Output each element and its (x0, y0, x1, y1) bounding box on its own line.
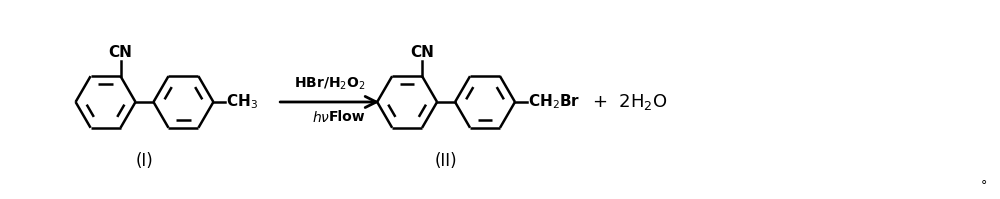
Text: CH$_3$: CH$_3$ (226, 93, 258, 111)
Text: CN: CN (109, 45, 132, 60)
Text: Flow: Flow (329, 110, 365, 124)
Text: HBr/H$_2$O$_2$: HBr/H$_2$O$_2$ (294, 76, 366, 92)
Text: (II): (II) (435, 152, 457, 170)
Text: °: ° (981, 179, 987, 192)
Text: (I): (I) (136, 152, 153, 170)
Text: $h\nu$: $h\nu$ (312, 110, 330, 125)
Text: CH$_2$Br: CH$_2$Br (528, 93, 580, 111)
Text: CN: CN (410, 45, 434, 60)
Text: $+\ \ 2\mathrm{H_2O}$: $+\ \ 2\mathrm{H_2O}$ (592, 92, 667, 112)
